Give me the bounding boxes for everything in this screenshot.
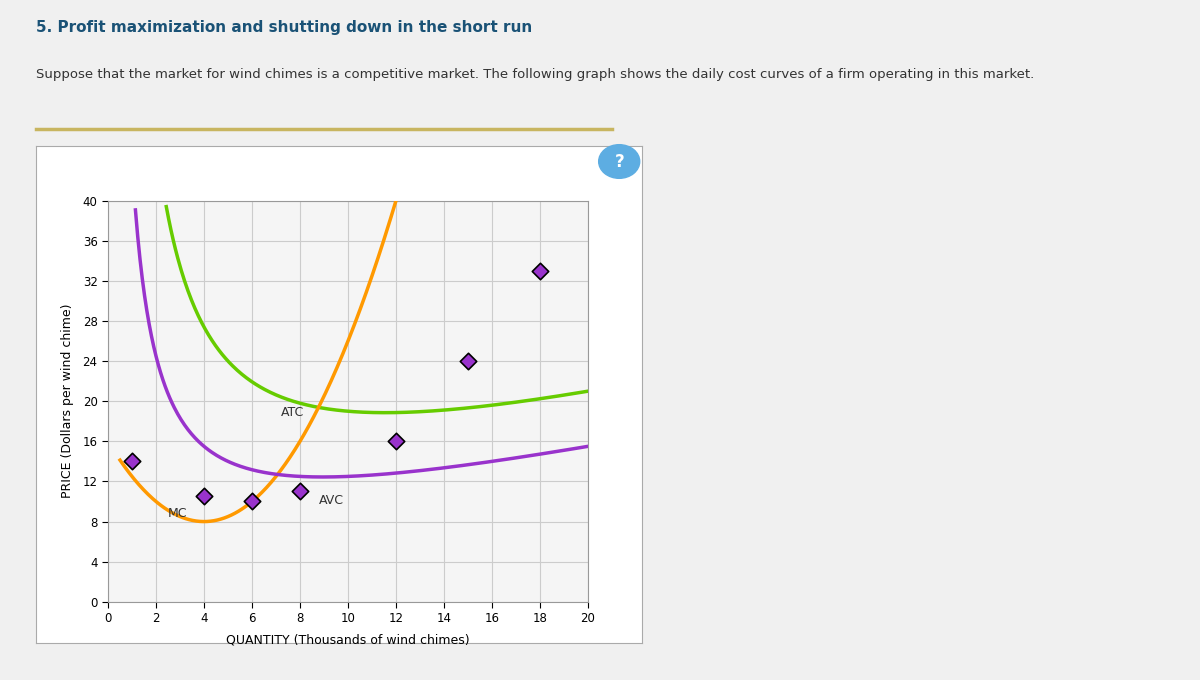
Text: ATC: ATC: [281, 406, 304, 420]
Point: [386, 436, 406, 447]
Point: [290, 486, 310, 497]
Y-axis label: PRICE (Dollars per wind chime): PRICE (Dollars per wind chime): [61, 304, 74, 498]
Text: MC: MC: [168, 507, 187, 520]
Point: [122, 456, 142, 466]
Point: [458, 356, 478, 367]
X-axis label: QUANTITY (Thousands of wind chimes): QUANTITY (Thousands of wind chimes): [226, 634, 470, 647]
Point: [530, 265, 550, 276]
Point: [194, 491, 214, 502]
Point: [242, 496, 262, 507]
Text: Suppose that the market for wind chimes is a competitive market. The following g: Suppose that the market for wind chimes …: [36, 68, 1034, 81]
Text: 5. Profit maximization and shutting down in the short run: 5. Profit maximization and shutting down…: [36, 20, 533, 35]
Text: ?: ?: [614, 153, 624, 171]
Text: AVC: AVC: [319, 494, 344, 507]
Circle shape: [599, 145, 640, 178]
